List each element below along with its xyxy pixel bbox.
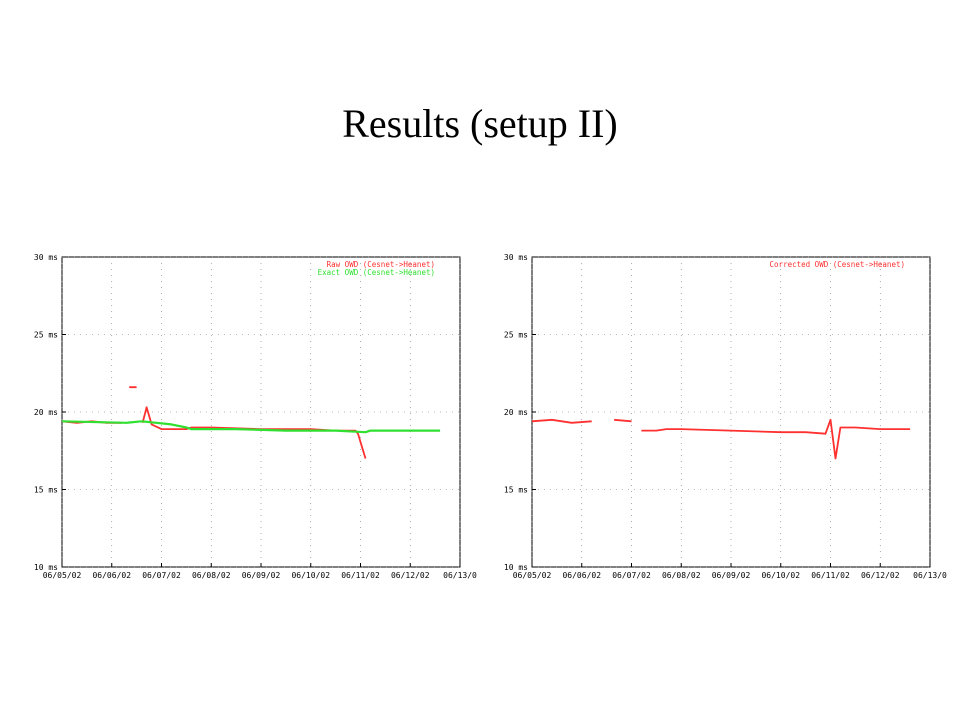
x-tick-label: 06/07/02: [142, 571, 181, 580]
x-tick-label: 06/12/02: [861, 571, 900, 580]
legend-entry: Raw OWD (Cesnet->Heanet): [327, 260, 435, 269]
y-tick-label: 10 ms: [504, 563, 528, 572]
y-tick-label: 15 ms: [34, 486, 58, 495]
y-tick-label: 30 ms: [504, 253, 528, 262]
y-tick-label: 15 ms: [504, 486, 528, 495]
x-tick-label: 06/10/02: [761, 571, 800, 580]
x-tick-label: 06/13/0: [443, 571, 477, 580]
x-tick-label: 06/08/02: [662, 571, 701, 580]
y-tick-label: 25 ms: [34, 331, 58, 340]
series-line: [531, 418, 911, 460]
x-tick-label: 06/05/02: [513, 571, 552, 580]
legend-entry: Exact OWD (Cesnet->Heanet): [318, 268, 435, 277]
y-tick-label: 10 ms: [34, 563, 58, 572]
x-tick-label: 06/05/02: [43, 571, 82, 580]
x-tick-label: 06/09/02: [242, 571, 281, 580]
y-tick-label: 20 ms: [34, 408, 58, 417]
x-tick-label: 06/10/02: [291, 571, 330, 580]
slide-title: Results (setup II): [342, 101, 618, 146]
x-tick-label: 06/11/02: [811, 571, 850, 580]
raw-exact-owd-chart: 10 ms 15 ms 20 ms 25 ms 30 ms 06/05/02 06/06/0…: [15, 250, 490, 585]
corrected-owd-chart: 10 ms 15 ms 20 ms 25 ms 30 ms 06/05/02 06/06/0…: [485, 250, 960, 585]
series-line: [61, 420, 441, 434]
x-tick-label: 06/07/02: [612, 571, 651, 580]
chart-svg: 10 ms 15 ms 20 ms 25 ms 30 ms 06/05/02 06/06/0…: [34, 253, 477, 580]
x-tick-label: 06/06/02: [562, 571, 601, 580]
y-tick-label: 30 ms: [34, 253, 58, 262]
x-tick-label: 06/08/02: [192, 571, 231, 580]
x-tick-label: 06/06/02: [92, 571, 131, 580]
x-tick-label: 06/09/02: [712, 571, 751, 580]
legend-entry: Corrected OWD (Cesnet->Heanet): [770, 260, 905, 269]
y-tick-label: 20 ms: [504, 408, 528, 417]
chart-svg: 10 ms 15 ms 20 ms 25 ms 30 ms 06/05/02 06/06/0…: [504, 253, 947, 580]
x-tick-label: 06/11/02: [341, 571, 380, 580]
x-tick-label: 06/12/02: [391, 571, 430, 580]
y-tick-label: 25 ms: [504, 331, 528, 340]
x-tick-label: 06/13/0: [913, 571, 947, 580]
